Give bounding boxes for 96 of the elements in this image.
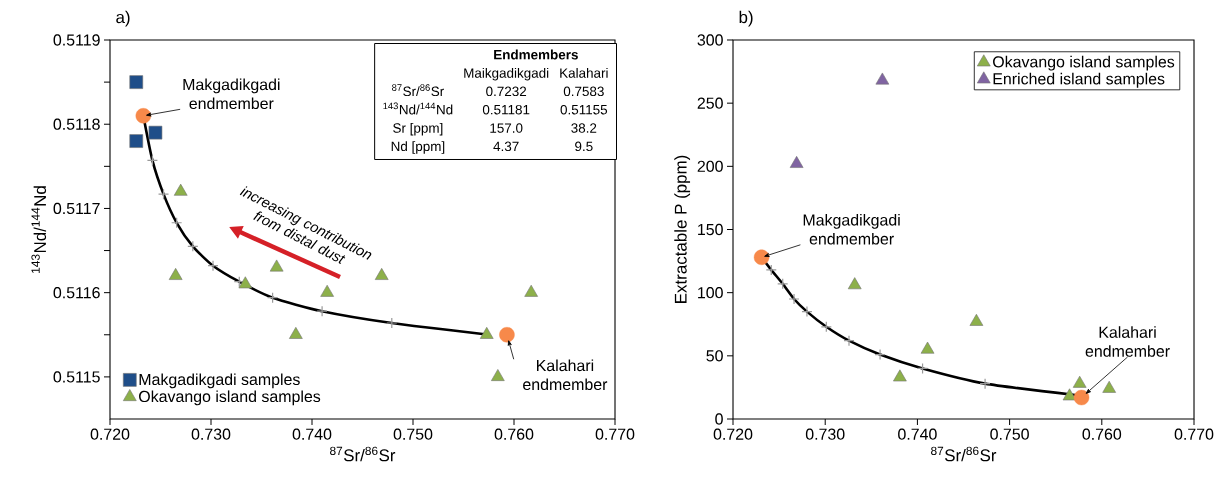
point (129, 75, 144, 89)
annotation: 157.0 (490, 123, 523, 133)
y-tick-label: 150 (698, 223, 723, 236)
y-tick-label: 200 (697, 160, 723, 172)
legend-label: Okavango island samples (993, 55, 1175, 71)
annotation: 0.51181 (482, 104, 530, 115)
point (979, 378, 991, 390)
x-tick-label: 0.720 (713, 428, 753, 440)
point (820, 321, 832, 333)
x-tick-label: 0.770 (1174, 428, 1214, 440)
y-tick-label: 0.5119 (53, 34, 100, 46)
annotation: Nd [ppm] (391, 141, 445, 154)
point (374, 268, 389, 280)
point (386, 317, 398, 329)
point (479, 326, 494, 339)
point (491, 369, 505, 381)
point (1072, 375, 1087, 388)
point (893, 369, 907, 382)
point (916, 362, 929, 375)
point (320, 284, 334, 297)
annotation: Endmembers (494, 49, 578, 60)
y-tick-label: 0.5116 (53, 287, 100, 299)
point (135, 108, 152, 124)
x-tick-label: 0.750 (393, 428, 433, 440)
legend-label: Makgadikgadi samples (139, 373, 300, 389)
point (847, 277, 862, 290)
x-tick-label: 0.720 (90, 428, 130, 440)
point (920, 341, 935, 354)
x-tick-label: 0.730 (805, 428, 845, 440)
point (148, 125, 163, 140)
point (499, 327, 515, 343)
annotation: $^{143}$Nd/$^{144}$Nd (383, 102, 453, 115)
x-tick-label: 0.770 (595, 428, 635, 440)
point (765, 264, 777, 276)
annotation: 9.5 (575, 141, 593, 152)
point (238, 276, 253, 289)
point (843, 335, 855, 347)
point (171, 217, 183, 229)
annotation: Maikgadikgadi (464, 67, 549, 81)
annotation: 0.7583 (563, 86, 604, 97)
point (267, 292, 279, 304)
x-tick-label: 0.760 (494, 428, 534, 440)
y-tick-label: 0.5115 (53, 371, 100, 383)
point (289, 326, 303, 339)
annotation: Kalahari (560, 67, 608, 78)
y-axis-title: Extractable P (ppm) (674, 155, 691, 303)
x-tick-label: 0.740 (898, 428, 937, 440)
point (1062, 388, 1077, 401)
annotation: Sr [ppm] (393, 122, 443, 136)
point (316, 305, 328, 317)
annotation: Makgadikgadi endmember (803, 213, 900, 245)
point (1102, 380, 1116, 393)
y-tick-label: 0.5118 (53, 118, 100, 130)
annotation: Kalahari endmember (1085, 326, 1170, 357)
x-axis-title: $^{87}$Sr/$^{86}$Sr (931, 446, 997, 462)
annotation: 0.7232 (486, 86, 527, 97)
x-tick-label: 0.750 (990, 428, 1029, 440)
point (1073, 389, 1090, 406)
point (801, 306, 813, 318)
point (173, 183, 188, 196)
point (207, 260, 219, 272)
point (524, 284, 538, 297)
annotation: 4.37 (493, 141, 519, 152)
point (753, 249, 770, 265)
y-axis-title: $^{143}$Nd/$^{144}$Nd (31, 186, 47, 273)
point (168, 268, 183, 280)
annotation: Makgadikgadi endmember (183, 78, 280, 110)
y-tick-label: 0 (715, 413, 723, 425)
x-axis-title: $^{87}$Sr/$^{86}$Sr (330, 446, 396, 462)
point (269, 259, 284, 272)
annotation: $^{87}$Sr/$^{86}$Sr (392, 84, 444, 97)
chart-title: b) (739, 10, 753, 27)
y-tick-label: 100 (698, 287, 723, 299)
point (187, 240, 199, 252)
annotation: 38.2 (571, 123, 597, 133)
point (146, 154, 159, 167)
point (789, 156, 804, 168)
point (157, 188, 170, 200)
x-tick-label: 0.730 (191, 428, 231, 440)
annotation: Kalahari endmember (523, 359, 608, 391)
x-tick-label: 0.760 (1082, 428, 1122, 440)
point (874, 348, 886, 361)
legend-label: Okavango island samples (139, 390, 321, 406)
point (969, 313, 984, 326)
point (777, 278, 789, 290)
point (788, 293, 800, 305)
x-tick-label: 0.740 (292, 428, 332, 440)
y-tick-label: 250 (697, 97, 723, 109)
y-tick-label: 300 (697, 34, 723, 46)
annotation: 0.51155 (560, 104, 608, 115)
y-tick-label: 0.5117 (53, 202, 100, 215)
legend-label: Enriched island samples (993, 72, 1165, 88)
y-tick-label: 50 (706, 350, 723, 362)
chart-title: a) (116, 10, 130, 27)
point (129, 134, 144, 148)
point (875, 72, 890, 85)
